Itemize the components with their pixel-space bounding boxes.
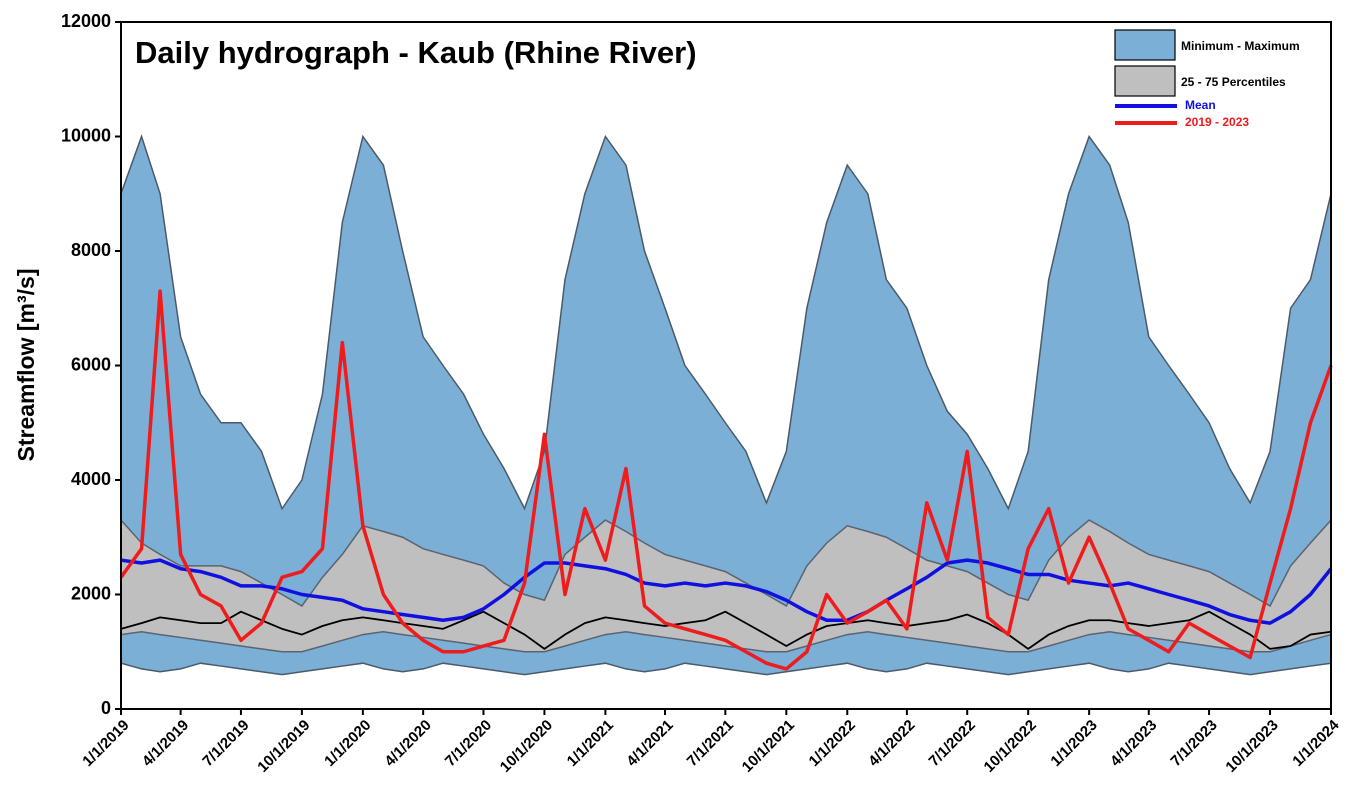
- x-tick-label: 1/1/2020: [321, 717, 374, 770]
- x-tick-label: 4/1/2021: [623, 717, 676, 770]
- legend-swatch: [1114, 29, 1176, 61]
- x-tick-label: 7/1/2019: [199, 717, 252, 770]
- series-line: [120, 558, 1333, 625]
- legend-label: Minimum - Maximum: [1181, 39, 1300, 53]
- y-tick-label: 4000: [71, 469, 111, 489]
- legend-label: 2019 - 2023: [1185, 115, 1249, 129]
- legend-label: Mean: [1185, 98, 1216, 112]
- y-tick-label: 6000: [71, 354, 111, 374]
- x-tick-label: 7/1/2023: [1167, 717, 1220, 770]
- x-tick-label: 10/1/2022: [981, 717, 1040, 776]
- x-tick-label: 7/1/2020: [442, 717, 495, 770]
- x-tick-label: 1/1/2022: [806, 717, 859, 770]
- band-edge: [120, 519, 1332, 607]
- band-edge: [120, 630, 1332, 653]
- x-tick-label: 4/1/2020: [381, 717, 434, 770]
- legend-label: 25 - 75 Percentiles: [1181, 75, 1286, 89]
- series-line: [119, 289, 1333, 671]
- band: [121, 136, 1331, 675]
- y-tick-label: 2000: [71, 583, 111, 603]
- x-tick-label: 4/1/2022: [865, 717, 918, 770]
- x-tick-label: 10/1/2023: [1222, 717, 1281, 776]
- chart-title: Daily hydrograph - Kaub (Rhine River): [135, 35, 697, 70]
- x-tick-label: 4/1/2019: [139, 717, 192, 770]
- x-tick-label: 4/1/2023: [1107, 717, 1160, 770]
- x-tick-label: 7/1/2022: [926, 717, 979, 770]
- y-tick-label: 0: [101, 698, 111, 718]
- x-tick-label: 1/1/2024: [1289, 716, 1343, 770]
- band-edge: [120, 662, 1332, 676]
- y-axis-label: Streamflow [m³/s]: [13, 269, 39, 462]
- x-tick-label: 1/1/2021: [564, 717, 617, 770]
- x-tick-label: 1/1/2023: [1047, 717, 1100, 770]
- x-tick-label: 10/1/2021: [739, 717, 798, 776]
- legend-swatch: [1114, 65, 1176, 97]
- y-tick-label: 8000: [71, 240, 111, 260]
- y-tick-label: 10000: [61, 125, 111, 145]
- y-tick-label: 12000: [61, 11, 111, 31]
- x-tick-label: 10/1/2019: [254, 717, 313, 776]
- x-tick-label: 1/1/2019: [79, 717, 132, 770]
- x-tick-label: 7/1/2021: [684, 717, 737, 770]
- x-tick-label: 10/1/2020: [497, 717, 556, 776]
- series-line: [120, 610, 1332, 650]
- band-edge: [120, 134, 1332, 511]
